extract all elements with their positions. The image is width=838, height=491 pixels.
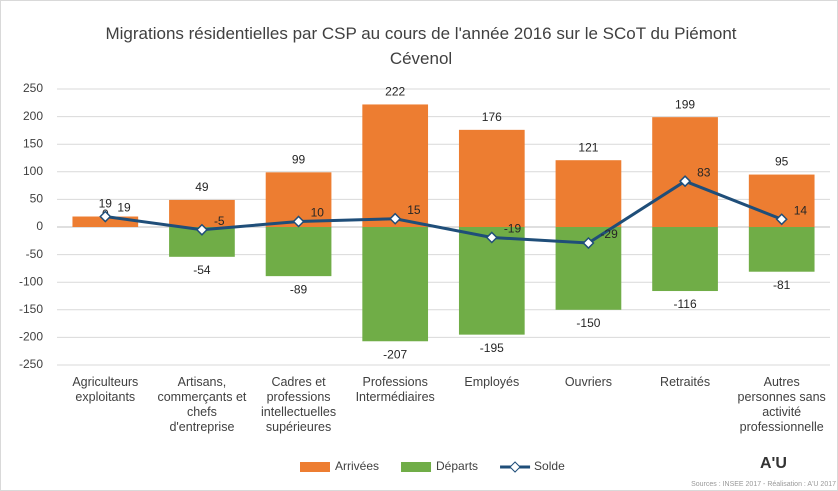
data-label: -116 — [673, 297, 696, 311]
x-tick-label: Employés — [464, 375, 520, 389]
x-tick-label: Cadres et professions intellectuelles su… — [261, 375, 337, 434]
y-tick-label: 250 — [23, 81, 43, 95]
x-tick-label: Professions Intermédiaires — [355, 375, 435, 404]
y-tick-label: 100 — [23, 164, 43, 178]
y-tick-label: 0 — [36, 219, 43, 233]
logo: A'U — [760, 455, 787, 472]
bar — [652, 227, 718, 292]
marker — [389, 212, 402, 225]
data-label: 176 — [482, 110, 502, 124]
marker — [292, 215, 305, 228]
data-label: 95 — [775, 155, 789, 169]
bar — [362, 227, 429, 342]
marker — [775, 213, 788, 226]
data-label: 49 — [195, 180, 209, 194]
data-label: -19 — [504, 222, 522, 236]
y-tick-label: -200 — [19, 330, 43, 344]
data-label: -89 — [290, 282, 308, 296]
line — [105, 179, 783, 245]
data-label: 222 — [385, 85, 405, 99]
bar — [169, 199, 235, 227]
data-label: 83 — [697, 165, 711, 179]
chart-title: Migrations résidentielles par CSP au cou… — [105, 24, 736, 68]
data-label: -195 — [480, 341, 504, 355]
data-label: -54 — [193, 263, 211, 277]
x-tick-label: Retraités — [660, 375, 711, 389]
data-label: 121 — [578, 140, 598, 154]
data-label: -207 — [383, 347, 407, 361]
marker — [485, 231, 498, 244]
legend-marker — [509, 461, 521, 473]
legend-label: Solde — [534, 459, 565, 473]
data-label: 15 — [407, 203, 421, 217]
data-label: 19 — [99, 197, 113, 211]
data-label: 99 — [292, 153, 306, 167]
y-tick-label: 200 — [23, 109, 43, 123]
data-label: -81 — [773, 278, 791, 292]
data-label: 10 — [311, 206, 325, 220]
source: Sources : INSEE 2017 - Réalisation : A'U… — [691, 481, 836, 488]
bar — [458, 227, 525, 335]
y-tick-label: 150 — [23, 136, 43, 150]
data-label: 199 — [675, 97, 695, 111]
marker — [679, 175, 692, 188]
bar — [362, 104, 429, 227]
legend-label: Arrivées — [335, 459, 379, 473]
legend-swatch — [300, 462, 330, 472]
y-tick-label: -50 — [26, 247, 44, 261]
bar — [652, 117, 718, 227]
data-label: -150 — [576, 316, 600, 330]
legend-swatch — [401, 462, 432, 472]
y-tick-label: -100 — [19, 274, 43, 288]
bar — [458, 129, 525, 227]
data-label: 19 — [117, 201, 131, 215]
legend-label: Départs — [436, 459, 478, 473]
y-tick-label: -250 — [19, 357, 43, 371]
marker — [582, 236, 595, 250]
y-tick-label: -150 — [19, 302, 43, 316]
bar — [748, 227, 815, 272]
marker — [195, 223, 208, 236]
x-tick-label: Agriculteurs exploitants — [72, 375, 139, 404]
bar — [265, 227, 332, 277]
y-tick-label: 50 — [30, 192, 44, 206]
x-tick-label: Artisans, commerçants et chefs d'entrepr… — [157, 375, 247, 434]
marker — [99, 210, 112, 223]
bar — [555, 160, 622, 227]
x-tick-label: Autres personnes sans activité professio… — [737, 375, 826, 434]
data-label: -5 — [214, 214, 225, 228]
data-label: -29 — [600, 227, 618, 241]
x-tick-label: Ouvriers — [564, 375, 613, 389]
data-label: 14 — [794, 203, 808, 217]
